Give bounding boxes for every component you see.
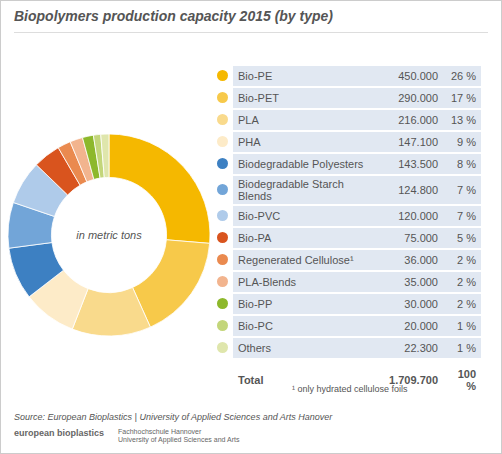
html-text:36.000: 36.000	[404, 254, 438, 266]
html-text:216.000: 216.000	[398, 114, 438, 126]
html-text:2 %: 2 %	[457, 298, 476, 310]
html-text:PHA: PHA	[238, 136, 261, 148]
html-text:Source: European Bioplastics |: Source: European Bioplastics | Universit…	[14, 412, 333, 422]
html-text:2 %: 2 %	[457, 276, 476, 288]
html-text:120.000: 120.000	[398, 210, 438, 222]
html-text:Total: Total	[238, 374, 264, 386]
svg-text:in metric tons: in metric tons	[76, 229, 142, 241]
html-text:147.100: 147.100	[398, 136, 438, 148]
html-text:PLA: PLA	[238, 114, 259, 126]
html-text:17 %: 17 %	[450, 92, 476, 104]
html-text:Bio-PE: Bio-PE	[238, 70, 273, 82]
html-text:100 %: 100 %	[457, 368, 476, 392]
html-text:290.000: 290.000	[398, 92, 438, 104]
html-text:Fachhochschule Hannover: Fachhochschule Hannover	[118, 428, 202, 435]
html-text:8 %: 8 %	[457, 158, 476, 170]
html-text:Regenerated Cellulose¹: Regenerated Cellulose¹	[238, 254, 354, 266]
html-text:143.500: 143.500	[398, 158, 438, 170]
html-text:Bio-PA: Bio-PA	[238, 232, 272, 244]
html-text:¹ only hydrated cellulose foil: ¹ only hydrated cellulose foils	[292, 384, 408, 394]
html-text:124.800: 124.800	[398, 184, 438, 196]
html-text:7 %: 7 %	[457, 184, 476, 196]
html-text:University of Applied Sciences: University of Applied Sciences and Arts	[118, 436, 240, 443]
html-text:7 %: 7 %	[457, 210, 476, 222]
html-text:5 %: 5 %	[457, 232, 476, 244]
html-text:1 %: 1 %	[457, 320, 476, 332]
html-text:2 %: 2 %	[457, 254, 476, 266]
html-text:Biopolymers production capacit: Biopolymers production capacity 2015 (by…	[14, 8, 333, 24]
html-text:26 %: 26 %	[450, 70, 476, 82]
html-text:Bio-PVC: Bio-PVC	[238, 210, 281, 222]
html-text:Bio-PC: Bio-PC	[238, 320, 273, 332]
html-text:Others: Others	[238, 342, 271, 354]
html-text:450.000: 450.000	[398, 70, 438, 82]
html-text:1.709.700: 1.709.700	[389, 374, 438, 386]
html-text:13 %: 13 %	[450, 114, 476, 126]
html-text:75.000: 75.000	[404, 232, 438, 244]
html-text:Bio-PP: Bio-PP	[238, 298, 273, 310]
html-text:1 %: 1 %	[457, 342, 476, 354]
html-text:30.000: 30.000	[404, 298, 438, 310]
html-text:Bio-PET: Bio-PET	[238, 92, 279, 104]
html-text:PLA-Blends: PLA-Blends	[238, 276, 297, 288]
html-text:22.300: 22.300	[404, 342, 438, 354]
html-text:Biodegradable Starch Blends: Biodegradable Starch Blends	[238, 178, 344, 202]
html-text:20.000: 20.000	[404, 320, 438, 332]
html-text:9 %: 9 %	[457, 136, 476, 148]
html-text:Biodegradable Polyesters: Biodegradable Polyesters	[238, 158, 364, 170]
html-text:european bioplastics: european bioplastics	[14, 428, 104, 438]
html-text:35.000: 35.000	[404, 276, 438, 288]
